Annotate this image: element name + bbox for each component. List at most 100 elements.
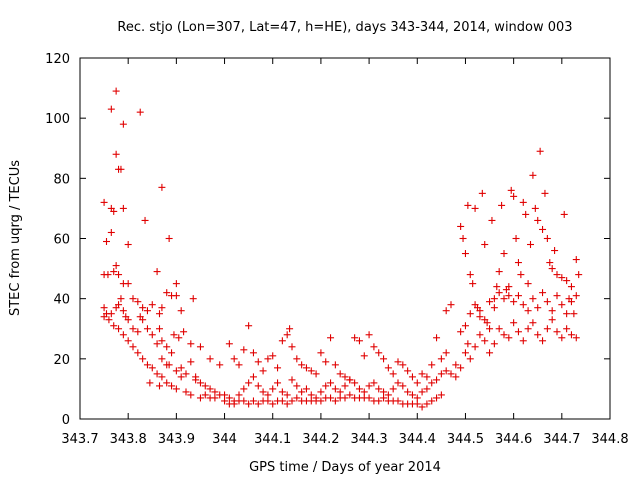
data-point	[331, 361, 339, 369]
data-point	[141, 216, 149, 224]
data-point	[259, 388, 267, 396]
data-point	[351, 379, 359, 387]
data-point	[124, 337, 132, 345]
data-point	[307, 391, 315, 399]
data-point	[206, 355, 214, 363]
data-point	[461, 349, 469, 357]
data-point	[105, 316, 113, 324]
data-point	[221, 397, 229, 405]
data-point	[495, 325, 503, 333]
data-point	[495, 268, 503, 276]
data-point	[341, 373, 349, 381]
data-point	[567, 298, 575, 306]
data-point	[375, 349, 383, 357]
data-point	[507, 186, 515, 194]
data-point	[110, 207, 118, 215]
data-point	[302, 364, 310, 372]
data-point	[254, 382, 262, 390]
data-point	[543, 325, 551, 333]
data-point	[264, 355, 272, 363]
data-point	[524, 280, 532, 288]
data-point	[331, 397, 339, 405]
data-point	[536, 147, 544, 155]
data-point	[539, 337, 547, 345]
data-point	[264, 391, 272, 399]
data-point	[543, 235, 551, 242]
data-point	[163, 289, 171, 297]
data-point	[360, 388, 368, 396]
data-point	[230, 400, 238, 408]
x-tick-label: 344	[212, 432, 237, 447]
data-point	[375, 397, 383, 405]
x-tick-label: 344.4	[399, 432, 436, 447]
data-point	[274, 364, 282, 372]
data-point	[245, 379, 253, 387]
data-point	[471, 204, 479, 212]
data-point	[317, 397, 325, 405]
data-point	[153, 268, 161, 276]
data-point	[245, 322, 253, 330]
data-point	[418, 403, 426, 411]
data-point	[510, 319, 518, 327]
x-tick-label: 344.1	[254, 432, 291, 447]
data-point	[302, 385, 310, 393]
data-point	[322, 382, 330, 390]
data-point	[457, 364, 465, 372]
data-point	[461, 322, 469, 330]
data-point	[522, 210, 530, 218]
data-point	[136, 108, 144, 116]
data-point	[466, 355, 474, 363]
data-point	[514, 259, 522, 267]
data-point	[249, 373, 257, 381]
data-point	[394, 358, 402, 366]
data-point	[230, 355, 238, 363]
data-point	[457, 328, 465, 336]
data-point	[546, 259, 554, 267]
data-point	[481, 316, 489, 324]
data-point	[457, 222, 465, 230]
data-point	[442, 307, 450, 315]
x-tick-label: 343.9	[158, 432, 195, 447]
data-point	[278, 388, 286, 396]
data-point	[134, 349, 142, 357]
data-point	[380, 355, 388, 363]
data-point	[240, 385, 248, 393]
data-point	[104, 271, 112, 279]
data-point	[129, 343, 137, 351]
chart-title: Rec. stjo (Lon=307, Lat=47, h=HE), days …	[117, 20, 572, 35]
y-tick-label: 20	[53, 353, 70, 368]
data-point	[529, 171, 537, 179]
data-point	[551, 247, 559, 255]
data-point	[488, 216, 496, 224]
x-tick-label: 344.5	[447, 432, 484, 447]
data-point	[240, 397, 248, 405]
data-point	[558, 334, 566, 342]
x-tick-label: 344.2	[302, 432, 339, 447]
data-point	[413, 400, 421, 408]
data-point	[534, 304, 542, 312]
data-point	[124, 316, 132, 324]
data-point	[341, 382, 349, 390]
data-point	[146, 379, 154, 387]
data-point	[283, 391, 291, 399]
data-point	[110, 268, 118, 276]
data-point	[495, 289, 503, 297]
data-point	[156, 310, 163, 318]
data-point	[404, 388, 412, 396]
data-point	[519, 337, 527, 345]
y-tick-label: 80	[53, 172, 70, 187]
data-point	[572, 292, 580, 300]
data-point	[408, 373, 416, 381]
data-point	[100, 198, 108, 206]
data-point	[317, 349, 325, 357]
data-point	[165, 235, 173, 242]
data-point	[481, 337, 489, 345]
data-point	[288, 376, 296, 384]
data-point	[399, 361, 407, 369]
data-point	[148, 364, 156, 372]
data-point	[264, 397, 272, 405]
data-point	[553, 328, 561, 336]
data-point	[553, 271, 561, 279]
data-point	[476, 331, 484, 339]
data-point	[519, 198, 527, 206]
